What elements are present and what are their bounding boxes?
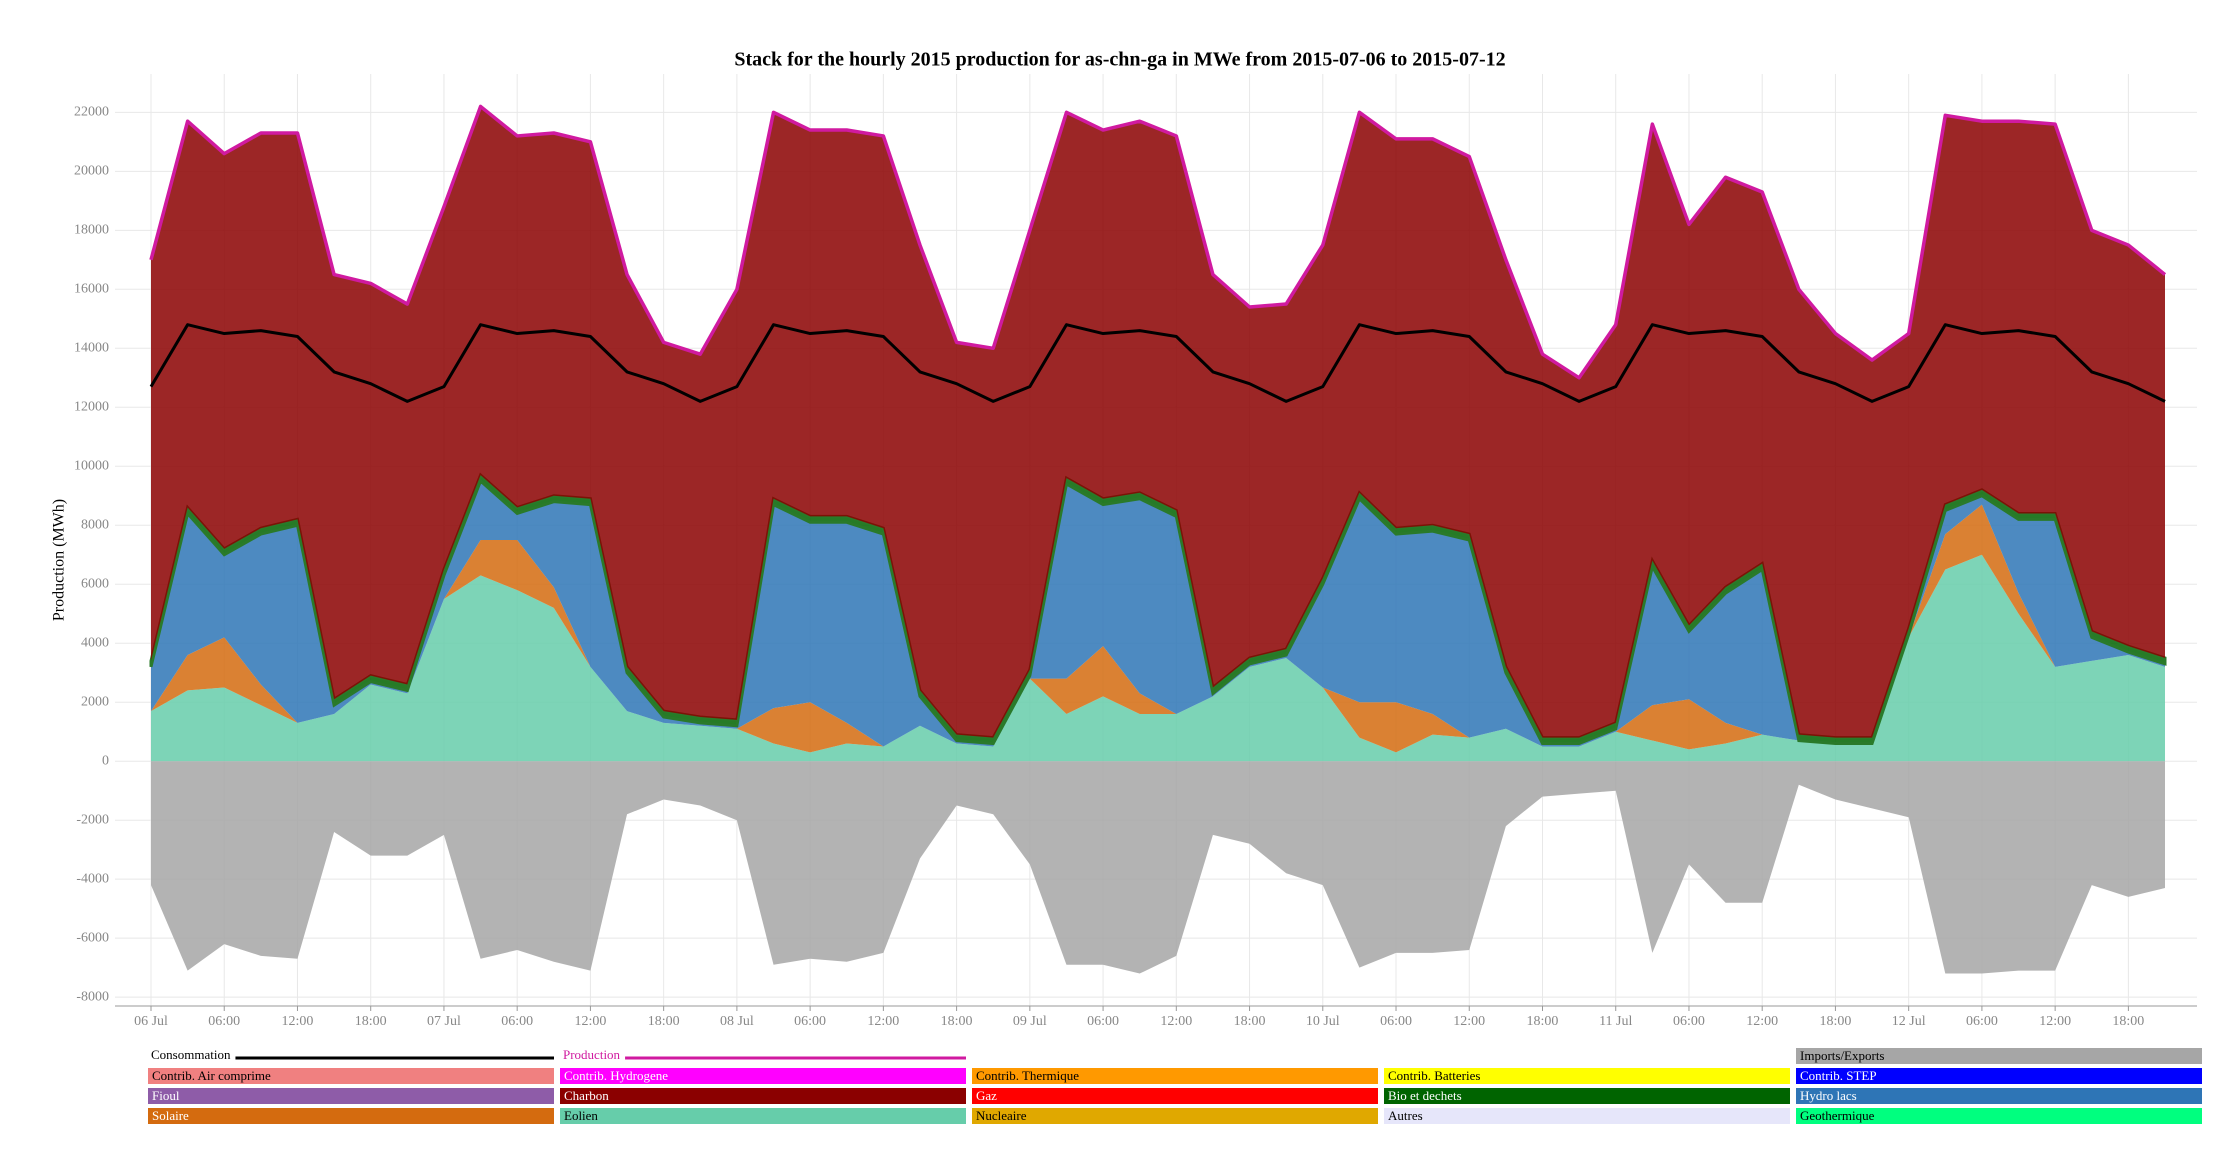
x-tick-label: 12:00 [1453, 1014, 1485, 1029]
y-tick-label: 20000 [74, 164, 109, 179]
legend: Consommation Production Imports/Exports Con… [148, 1047, 2202, 1124]
y-tick-label: 8000 [81, 517, 109, 532]
x-tick-label: 06:00 [1966, 1014, 1998, 1029]
plot-area [149, 104, 2167, 974]
legend-label: Contrib. STEP [1800, 1068, 1877, 1083]
area [151, 481, 2165, 747]
y-tick-label: 18000 [74, 223, 109, 238]
x-tick-label: 12 Jul [1892, 1014, 1926, 1029]
legend-swatch [1796, 1108, 2202, 1124]
x-tick-label: 06:00 [794, 1014, 826, 1029]
legend-swatch [972, 1088, 1378, 1104]
legend-label: Charbon [564, 1088, 609, 1103]
x-tick-label: 18:00 [1819, 1014, 1851, 1029]
legend-swatch [148, 1068, 554, 1084]
legend-swatch [1796, 1068, 2202, 1084]
legend-swatch [1384, 1068, 1790, 1084]
y-tick-label: 16000 [74, 282, 109, 297]
legend-label: Consommation [151, 1047, 231, 1062]
x-tick-label: 12:00 [282, 1014, 314, 1029]
legend-label: Contrib. Air comprime [152, 1068, 271, 1083]
line [149, 104, 2167, 380]
legend-label: Contrib. Thermique [976, 1068, 1079, 1083]
legend-swatch [560, 1108, 966, 1124]
y-tick-label: 10000 [74, 458, 109, 473]
legend-label: Gaz [976, 1088, 997, 1103]
x-tick-label: 06:00 [1673, 1014, 1705, 1029]
y-tick-label: 6000 [81, 576, 109, 591]
legend-swatch [560, 1068, 966, 1084]
x-tick-label: 18:00 [2112, 1014, 2144, 1029]
x-tick-label: 12:00 [867, 1014, 899, 1029]
legend-label: Autres [1388, 1108, 1423, 1123]
x-tick-label: 18:00 [355, 1014, 387, 1029]
legend-swatch [148, 1108, 554, 1124]
x-tick-label: 11 Jul [1599, 1014, 1632, 1029]
legend-swatch [1796, 1048, 2202, 1064]
x-tick-label: 18:00 [941, 1014, 973, 1029]
x-tick-label: 12:00 [1160, 1014, 1192, 1029]
y-tick-label: 22000 [74, 105, 109, 120]
legend-swatch [1384, 1108, 1790, 1124]
x-tick-label: 09 Jul [1013, 1014, 1047, 1029]
area [151, 106, 2165, 738]
legend-swatch [1384, 1088, 1790, 1104]
x-tick-label: 06:00 [1087, 1014, 1119, 1029]
legend-swatch [560, 1088, 966, 1104]
chart-title: Stack for the hourly 2015 production for… [734, 49, 1505, 71]
legend-swatch [972, 1108, 1378, 1124]
legend-label: Imports/Exports [1800, 1048, 1885, 1063]
line [149, 323, 2166, 403]
legend-label: Bio et dechets [1388, 1088, 1462, 1103]
x-tick-label: 12:00 [2039, 1014, 2071, 1029]
x-tick-label: 08 Jul [720, 1014, 754, 1029]
legend-swatch [972, 1068, 1378, 1084]
y-tick-label: 0 [102, 753, 109, 768]
x-tick-label: 10 Jul [1306, 1014, 1340, 1029]
area [151, 554, 2165, 762]
x-tick-label: 06:00 [501, 1014, 533, 1029]
y-tick-label: 12000 [74, 399, 109, 414]
legend-label: Geothermique [1800, 1108, 1875, 1123]
y-tick-label: -4000 [76, 871, 109, 886]
x-tick-label: 06:00 [208, 1014, 240, 1029]
x-tick-label: 07 Jul [427, 1014, 461, 1029]
legend-label: Nucleaire [976, 1108, 1027, 1123]
legend-label: Contrib. Hydrogene [564, 1068, 668, 1083]
legend-label: Production [563, 1047, 621, 1062]
legend-label: Contrib. Batteries [1388, 1068, 1480, 1083]
x-tick-label: 18:00 [1527, 1014, 1559, 1029]
y-tick-label: 2000 [81, 694, 109, 709]
y-tick-label: 4000 [81, 635, 109, 650]
y-tick-label: -2000 [76, 812, 109, 827]
y-tick-label: -6000 [76, 930, 109, 945]
legend-swatch [148, 1088, 554, 1104]
x-tick-label: 06 Jul [134, 1014, 168, 1029]
legend-label: Eolien [564, 1108, 598, 1123]
x-tick-label: 12:00 [1746, 1014, 1778, 1029]
x-tick-label: 06:00 [1380, 1014, 1412, 1029]
axes: -8000 -6000 -4000 -2000 0 2000 4000 6000 8000 100… [74, 105, 2197, 1029]
y-tick-label: -8000 [76, 989, 109, 1004]
area [151, 504, 2165, 753]
legend-swatch [1796, 1088, 2202, 1104]
x-tick-label: 18:00 [648, 1014, 680, 1029]
x-tick-label: 12:00 [574, 1014, 606, 1029]
y-tick-label: 14000 [74, 341, 109, 356]
area [151, 761, 2165, 974]
legend-label: Hydro lacs [1800, 1088, 1857, 1103]
y-axis-label: Production (MWh) [51, 499, 68, 621]
legend-label: Solaire [152, 1108, 189, 1123]
x-tick-label: 18:00 [1234, 1014, 1266, 1029]
legend-label: Fioul [152, 1088, 180, 1103]
